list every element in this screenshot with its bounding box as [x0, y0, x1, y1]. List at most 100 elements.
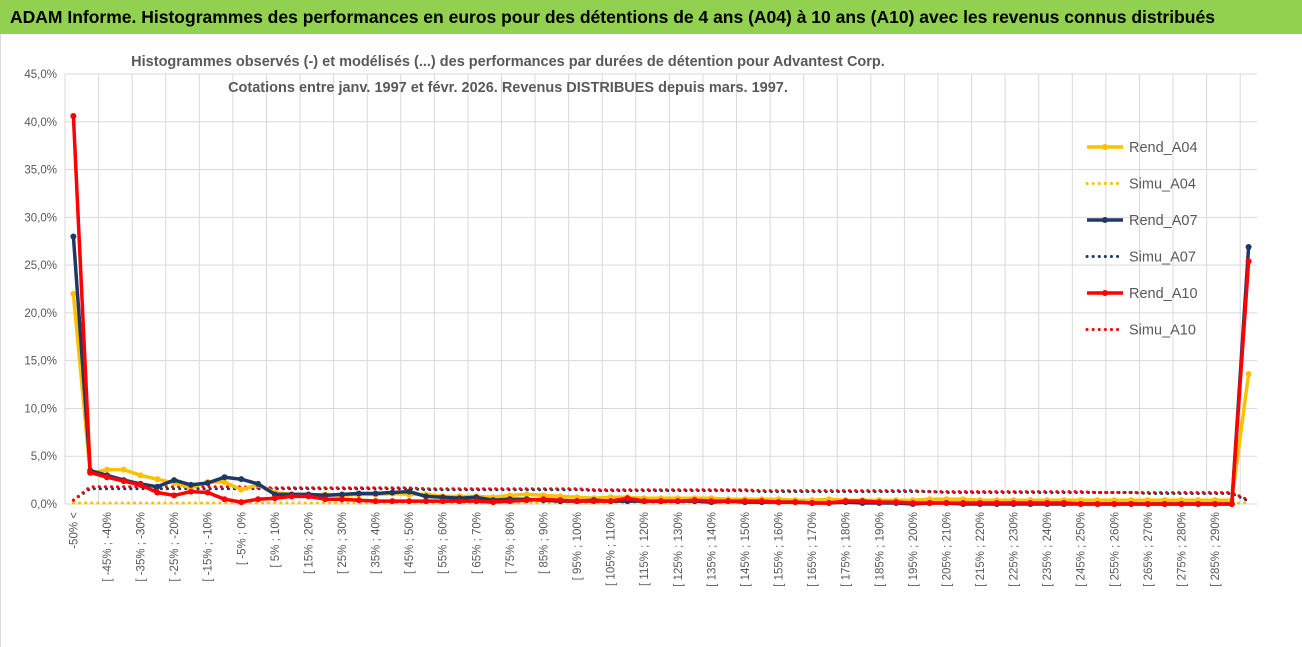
- gridlines: [64, 73, 1257, 505]
- point-rend-a10: [355, 497, 362, 504]
- x-tick-label: [ 275% ; 280%: [1176, 512, 1188, 587]
- point-rend-a10: [456, 498, 463, 505]
- point-rend-a10: [422, 498, 429, 505]
- x-tick-label: [ 85% ; 90%: [538, 512, 550, 574]
- point-rend-a10: [490, 499, 497, 506]
- line-chart: 0,0% 5,0% 10,0% 15,0% 20,0% 25,0% 30,0% 35,0% 40…: [24, 54, 1257, 587]
- x-tick-label: [ 15% ; 20%: [303, 512, 315, 574]
- point-rend-a10: [741, 498, 748, 505]
- x-tick-label: [ 45% ; 50%: [404, 512, 416, 574]
- point-rend-a10: [1077, 501, 1084, 507]
- point-rend-a10: [120, 478, 127, 485]
- point-rend-a10: [322, 496, 329, 503]
- point-rend-a10: [758, 498, 765, 505]
- point-rend-a07: [355, 490, 362, 497]
- point-rend-a07: [154, 483, 161, 490]
- point-rend-a10: [825, 500, 832, 507]
- point-rend-a10: [993, 500, 1000, 507]
- point-rend-a10: [1245, 258, 1252, 265]
- legend: Rend_A04 Simu_A04 Rend_A07 Simu_A07 Rend_A10…: [1085, 140, 1198, 339]
- x-tick-label: [ -15% ; -10%: [203, 512, 215, 582]
- point-rend-a10: [590, 498, 597, 505]
- point-rend-a10: [725, 498, 732, 505]
- chart-subtitle: Cotations entre janv. 1997 et févr. 2026…: [228, 80, 788, 96]
- y-tick-label: 45,0%: [24, 69, 57, 81]
- point-rend-a04: [238, 486, 245, 493]
- x-tick-label: [ 25% ; 30%: [337, 512, 349, 574]
- x-tick-label: [ 135% ; 140%: [706, 512, 718, 587]
- point-rend-a07: [406, 488, 413, 495]
- point-rend-a10: [1060, 500, 1067, 507]
- point-rend-a10: [439, 498, 446, 505]
- point-rend-a07: [389, 489, 396, 496]
- legend-label-rend-a04: Rend_A04: [1129, 140, 1198, 156]
- point-rend-a10: [305, 493, 312, 500]
- legend-label-rend-a10: Rend_A10: [1129, 286, 1198, 302]
- x-tick-label: [ 265% ; 270%: [1143, 512, 1155, 587]
- point-rend-a10: [255, 496, 262, 503]
- point-rend-a10: [1195, 501, 1202, 507]
- point-rend-a10: [842, 498, 849, 505]
- point-rend-a10: [976, 500, 983, 507]
- point-rend-a10: [473, 498, 480, 505]
- x-tick-label: [ 175% ; 180%: [841, 512, 853, 587]
- point-rend-a10: [1144, 501, 1151, 507]
- x-tick-label: [ 165% ; 170%: [807, 512, 819, 587]
- point-rend-a10: [87, 469, 94, 476]
- point-rend-a10: [926, 500, 933, 507]
- point-rend-a10: [70, 113, 77, 120]
- x-tick-label: [ 205% ; 210%: [941, 512, 953, 587]
- point-rend-a04: [1245, 371, 1252, 378]
- y-tick-label: 5,0%: [31, 451, 57, 463]
- point-rend-a10: [271, 495, 278, 502]
- x-tick-label: [ 115% ; 120%: [639, 512, 651, 586]
- y-tick-label: 35,0%: [24, 165, 57, 177]
- point-rend-a10: [708, 498, 715, 505]
- x-tick-label: [ 195% ; 200%: [908, 512, 920, 587]
- point-rend-a10: [1027, 500, 1034, 507]
- x-tick-label: [ 145% ; 150%: [740, 512, 752, 587]
- point-rend-a07: [1245, 243, 1252, 250]
- point-rend-a10: [658, 498, 664, 505]
- y-tick-label: 20,0%: [24, 308, 57, 320]
- legend-label-simu-a07: Simu_A07: [1129, 250, 1196, 266]
- point-rend-a10: [641, 498, 648, 505]
- x-axis-ticks: -50% < [ -45% ; -40% [ -35% ; -30% [ -25% ;…: [68, 512, 1222, 587]
- x-tick-label: [ 285% ; 290%: [1210, 512, 1222, 587]
- point-rend-a07: [70, 233, 77, 240]
- point-rend-a10: [893, 499, 900, 506]
- x-tick-label: [ 125% ; 130%: [673, 512, 685, 587]
- legend-marker-rend-a04: [1102, 144, 1108, 150]
- point-rend-a10: [288, 493, 295, 500]
- point-rend-a10: [674, 498, 681, 505]
- point-rend-a04: [70, 290, 77, 297]
- point-rend-a10: [154, 489, 161, 496]
- point-rend-a04: [523, 491, 530, 498]
- point-rend-a10: [607, 498, 614, 505]
- legend-marker-rend-a07: [1102, 217, 1108, 223]
- point-rend-a10: [204, 489, 211, 496]
- point-rend-a10: [909, 500, 916, 507]
- point-rend-a10: [1010, 500, 1017, 507]
- x-tick-label: [ 105% ; 110%: [606, 512, 618, 586]
- y-tick-label: 10,0%: [24, 403, 57, 415]
- point-rend-a10: [1161, 501, 1168, 507]
- point-rend-a10: [1044, 500, 1051, 507]
- point-rend-a10: [1228, 501, 1235, 507]
- point-rend-a10: [624, 495, 631, 502]
- legend-marker-rend-a10: [1102, 290, 1108, 296]
- point-rend-a10: [775, 499, 782, 506]
- report-banner-title: ADAM Informe. Histogrammes des performan…: [0, 0, 1302, 34]
- point-rend-a07: [339, 491, 346, 498]
- point-rend-a07: [372, 490, 379, 497]
- point-rend-a07: [221, 474, 228, 481]
- point-rend-a04: [137, 472, 144, 479]
- x-tick-label: [ 155% ; 160%: [774, 512, 786, 587]
- x-tick-label: [ 5% ; 10%: [270, 512, 282, 568]
- x-tick-label: -50% <: [68, 512, 80, 549]
- x-tick-label: [ -35% ; -30%: [136, 512, 148, 582]
- point-rend-a10: [238, 499, 245, 506]
- point-rend-a10: [406, 498, 413, 505]
- point-rend-a07: [238, 476, 245, 483]
- point-rend-a04: [154, 476, 161, 483]
